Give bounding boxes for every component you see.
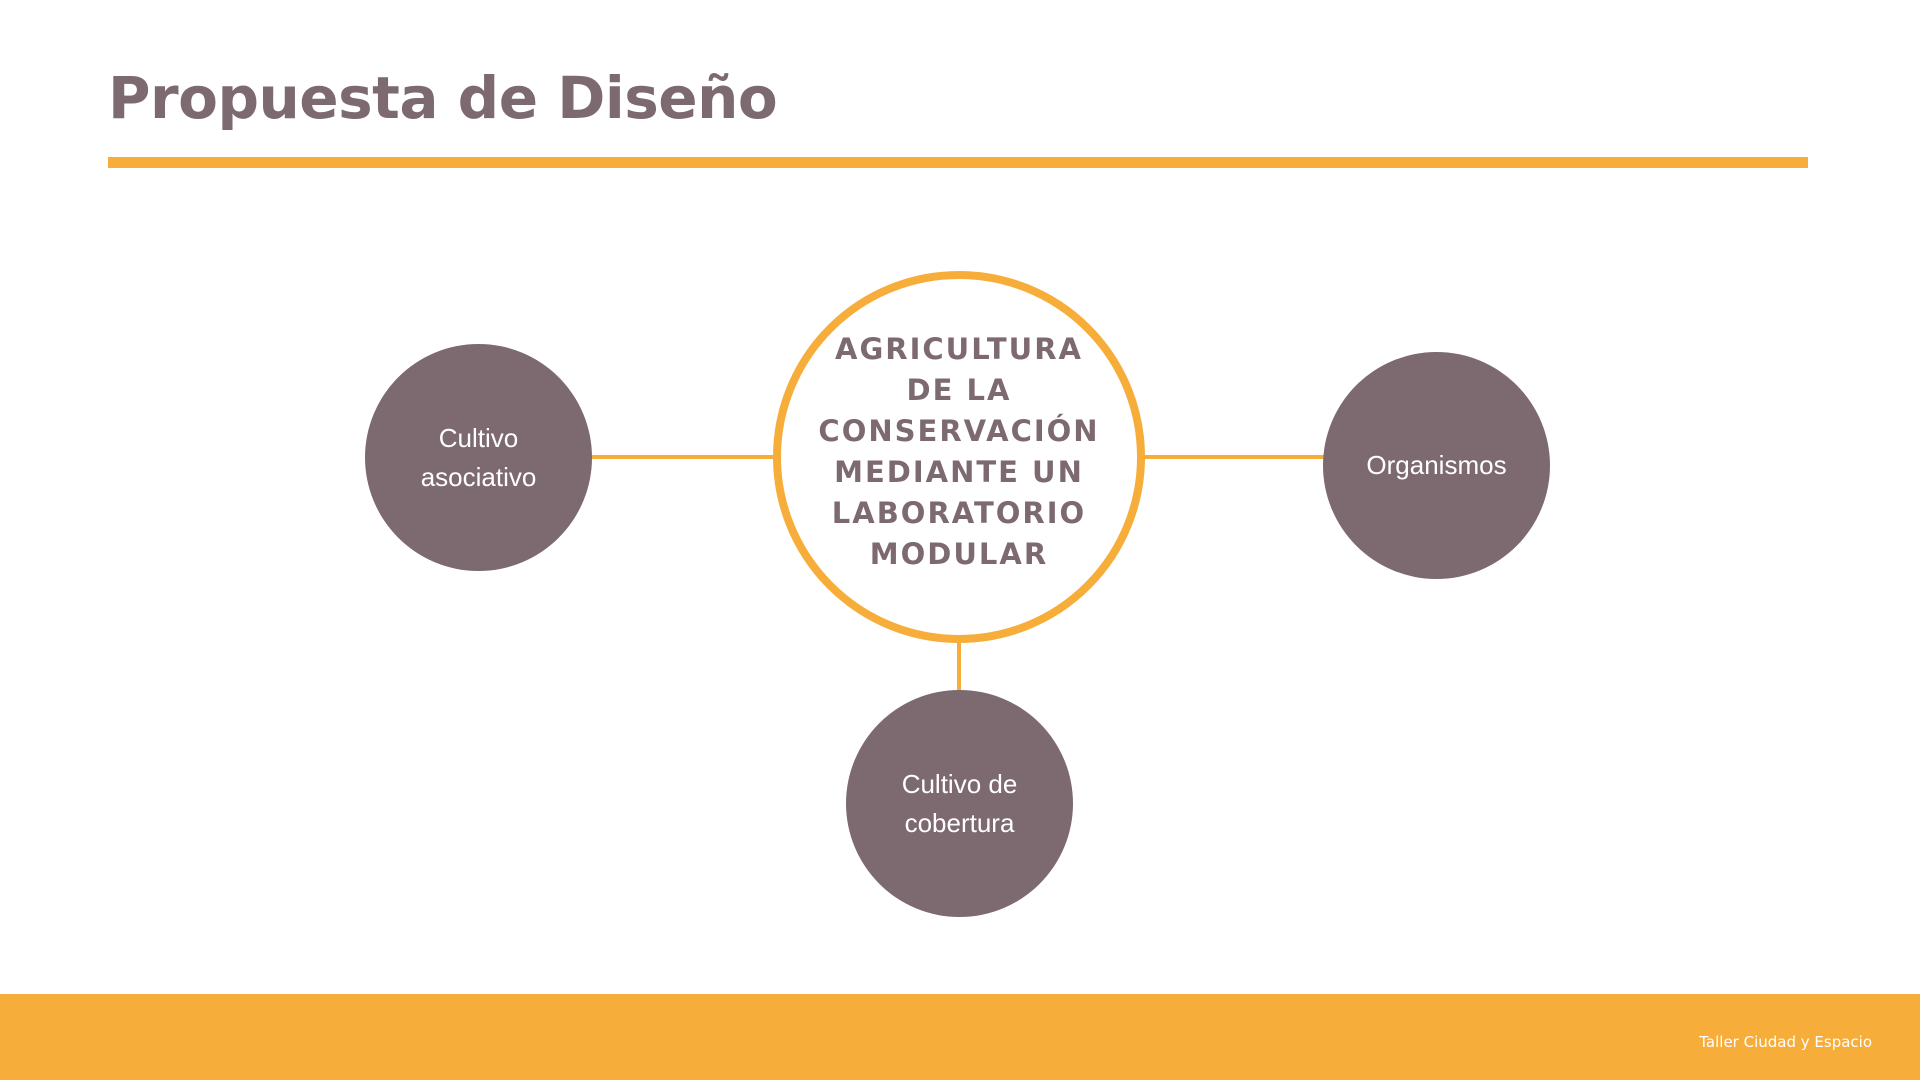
central-concept-label: AGRICULTURA DE LA CONSERVACIÓN MEDIANTE … bbox=[818, 332, 1100, 571]
central-concept-circle: AGRICULTURA DE LA CONSERVACIÓN MEDIANTE … bbox=[773, 271, 1145, 643]
node-cultivo-de-cobertura: Cultivo de cobertura bbox=[846, 690, 1073, 917]
node-label: Organismos bbox=[1366, 450, 1507, 480]
node-label: Cultivo asociativo bbox=[420, 422, 537, 492]
node-organismos: Organismos bbox=[1323, 352, 1550, 579]
connector-left bbox=[591, 455, 777, 459]
title-underline bbox=[108, 157, 1808, 168]
slide-title: Propuesta de Diseño bbox=[108, 64, 778, 132]
node-label: Cultivo de cobertura bbox=[901, 768, 1018, 838]
footer-band bbox=[0, 994, 1920, 1080]
node-cultivo-asociativo: Cultivo asociativo bbox=[365, 344, 592, 571]
connector-bottom bbox=[957, 639, 961, 691]
footer-text: Taller Ciudad y Espacio bbox=[1699, 1033, 1872, 1051]
connector-right bbox=[1141, 455, 1326, 459]
